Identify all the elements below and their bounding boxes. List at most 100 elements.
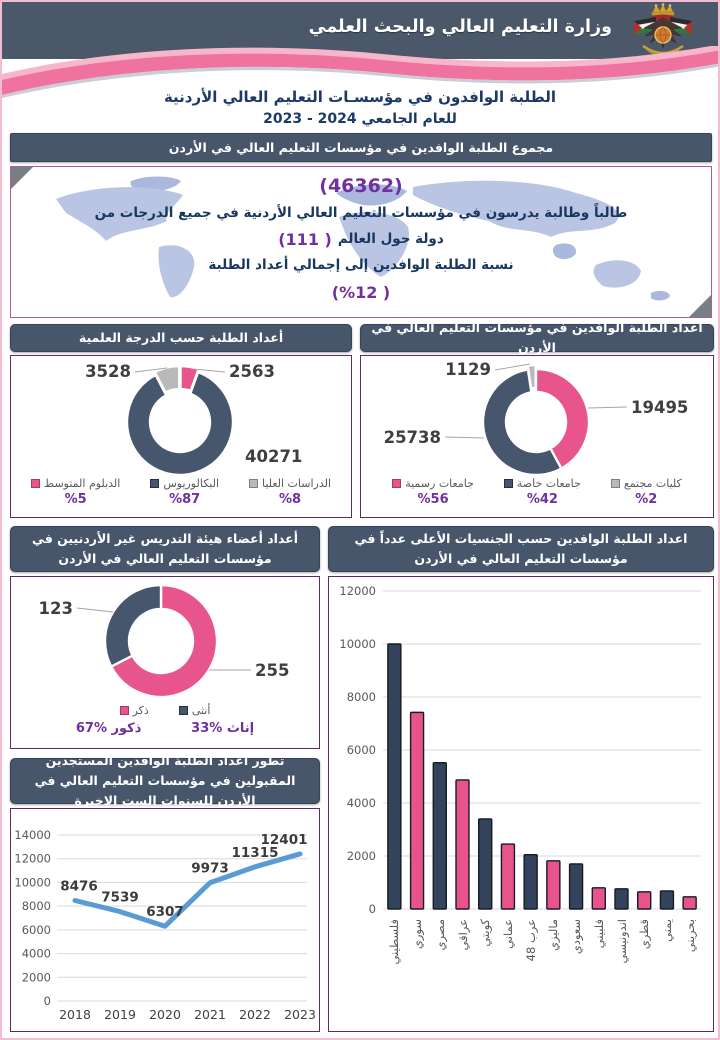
ratio-value: (%12 ) xyxy=(331,283,391,302)
institutions-donut-chart: 19495 25738 1129 xyxy=(384,360,688,476)
y-axis-tick: 8000 xyxy=(22,899,51,913)
ministry-title: وزارة التعليم العالي والبحث العلمي xyxy=(308,17,612,37)
academic-year-value: 2023 - 2024 xyxy=(263,111,357,127)
legend-percent: %87 xyxy=(169,492,201,507)
legend-label: الدبلوم المتوسط xyxy=(44,477,121,490)
bar xyxy=(500,843,516,910)
y-axis-tick: 0 xyxy=(369,902,376,916)
x-axis-year: 2020 xyxy=(149,1007,181,1022)
point-value-label: 6307 xyxy=(146,904,184,920)
app-header: وزارة التعليم العالي والبحث العلمي xyxy=(2,2,718,59)
bar xyxy=(409,711,425,910)
legend-marker-icon xyxy=(119,706,129,715)
point-value-label: 8476 xyxy=(60,878,98,894)
x-axis-year: 2019 xyxy=(104,1007,136,1022)
bar xyxy=(478,818,493,910)
legend-item: الدراسات العليا %8 xyxy=(249,477,331,507)
page-title-line1: الطلبة الوافدون في مؤسسـات التعليم العال… xyxy=(163,88,557,106)
legend-marker-icon xyxy=(178,706,188,715)
legend-percent: %5 xyxy=(64,492,87,507)
bar xyxy=(614,888,629,910)
faculty-donut-chart: 255 123 xyxy=(39,583,289,699)
nationalities-chart-panel: 0 2000 4000 6000 8000 10000 12000 فلسطيني سوري م… xyxy=(328,576,714,1032)
y-axis-tick: 12000 xyxy=(339,584,376,598)
bar xyxy=(591,887,606,910)
y-axis-tick: 8000 xyxy=(347,690,376,704)
bar xyxy=(455,779,470,910)
degrees-chart-header: أعداد الطلبة حسب الدرجة العلمية xyxy=(10,324,352,352)
y-axis-tick: 10000 xyxy=(14,875,51,889)
academic-year-label: للعام الجامعي xyxy=(361,111,457,127)
newcomers-chart-header: تطور أعداد الطلبة الوافدين المستجدين الم… xyxy=(10,753,320,808)
legend-label: أنثى xyxy=(191,704,211,717)
legend-label: جامعات خاصة xyxy=(516,477,581,490)
donut-value-label: 255 xyxy=(255,661,289,680)
y-axis-tick: 4000 xyxy=(347,796,376,810)
donut-slice xyxy=(481,368,564,476)
y-axis-tick: 4000 xyxy=(22,947,51,961)
donut-slice xyxy=(103,583,163,669)
point-value-label: 12401 xyxy=(261,832,308,848)
legend-label: كليات مجتمع xyxy=(623,477,682,490)
legend-item: ذكر xyxy=(119,704,149,717)
line-series xyxy=(72,851,303,929)
bar xyxy=(682,896,697,910)
bar xyxy=(659,890,675,910)
donut-value-label: 40271 xyxy=(245,447,302,466)
pink-wave-divider xyxy=(2,46,718,98)
y-axis-tick: 2000 xyxy=(22,970,51,984)
summary-section-header: مجموع الطلبة الوافدين في مؤسسات التعليم … xyxy=(10,133,712,162)
legend-item: جامعات خاصة %42 xyxy=(503,477,581,507)
x-axis-year: 2021 xyxy=(194,1007,226,1022)
y-axis-tick: 12000 xyxy=(14,852,51,866)
legend-marker-icon xyxy=(249,479,258,488)
point-value-label: 9973 xyxy=(191,861,229,877)
label-leader-line xyxy=(494,363,531,371)
legend-label: الدراسات العليا xyxy=(262,477,331,490)
countries-count-label: دولة حول العالم xyxy=(337,231,444,247)
x-axis-year: 2023 xyxy=(284,1007,316,1022)
legend-marker-icon xyxy=(392,479,402,488)
nationalities-bar-chart: 0 2000 4000 6000 8000 10000 12000 xyxy=(339,584,701,916)
legend-item: أنثى xyxy=(178,704,211,717)
y-axis-tick: 0 xyxy=(44,994,51,1008)
faculty-percentages: 33% إناث 67% ذكور xyxy=(11,721,319,736)
newcomers-chart-panel: 0 2000 4000 6000 8000 10000 12000 14000 8476 2018… xyxy=(10,808,320,1032)
bar xyxy=(523,853,538,910)
faculty-chart-header: أعداد أعضاء هيئة التدريس غير الأردنيين ف… xyxy=(10,526,320,572)
donut-slice xyxy=(526,363,537,390)
bar xyxy=(432,762,447,910)
donut-value-label: 123 xyxy=(39,599,73,618)
legend-percent: %2 xyxy=(635,492,658,507)
x-axis-year: 2022 xyxy=(239,1007,271,1022)
point-value-label: 11315 xyxy=(232,845,279,861)
bar xyxy=(546,860,561,910)
degrees-chart-legend: الدراسات العليا %8 البكالوريوس %87 الدبلوم ا… xyxy=(11,477,351,507)
degrees-chart-panel: 2563 40271 3528 الدراسات العليا %8 البكالوري… xyxy=(10,355,352,518)
countries-count-value: (111 ) xyxy=(278,230,332,249)
legend-item: جامعات رسمية %56 xyxy=(392,477,474,507)
label-leader-line xyxy=(134,367,168,373)
summary-line1: طالباً وطالبة يدرسون في مؤسسات التعليم ا… xyxy=(94,205,628,221)
world-map xyxy=(56,176,670,301)
y-axis-tick: 6000 xyxy=(22,923,51,937)
label-leader-line xyxy=(444,436,485,439)
jordan-coat-of-arms-icon xyxy=(634,3,692,57)
institutions-chart-legend: كليات مجتمع %2 جامعات خاصة %42 جامعات رسمية%… xyxy=(361,477,713,507)
x-axis-year: 2018 xyxy=(59,1007,91,1022)
summary-panel: (46362) طالباً وطالبة يدرسون في مؤسسات ا… xyxy=(10,166,712,318)
legend-label: جامعات رسمية xyxy=(405,477,474,490)
faculty-chart-legend: أنثى ذكر xyxy=(11,704,319,717)
institutions-chart-panel: 19495 25738 1129 كليات مجتمع %2 جامعات خاصة%… xyxy=(360,355,714,518)
corner-decoration-bottom-right xyxy=(689,295,711,317)
nationalities-chart-header: اعداد الطلبة الوافدين حسب الجنسيات الأعل… xyxy=(328,526,714,572)
gender-percent-note: 67% ذكور xyxy=(75,721,142,736)
gender-percent-note: 33% إناث xyxy=(191,721,255,736)
legend-marker-icon xyxy=(610,479,620,488)
donut-slice xyxy=(125,370,235,476)
legend-item: الدبلوم المتوسط %5 xyxy=(31,477,120,507)
label-leader-line xyxy=(192,368,226,373)
total-students-value: (46362) xyxy=(319,175,403,197)
newcomers-line-chart: 0 2000 4000 6000 8000 10000 12000 14000 8476 2018… xyxy=(14,828,316,1022)
